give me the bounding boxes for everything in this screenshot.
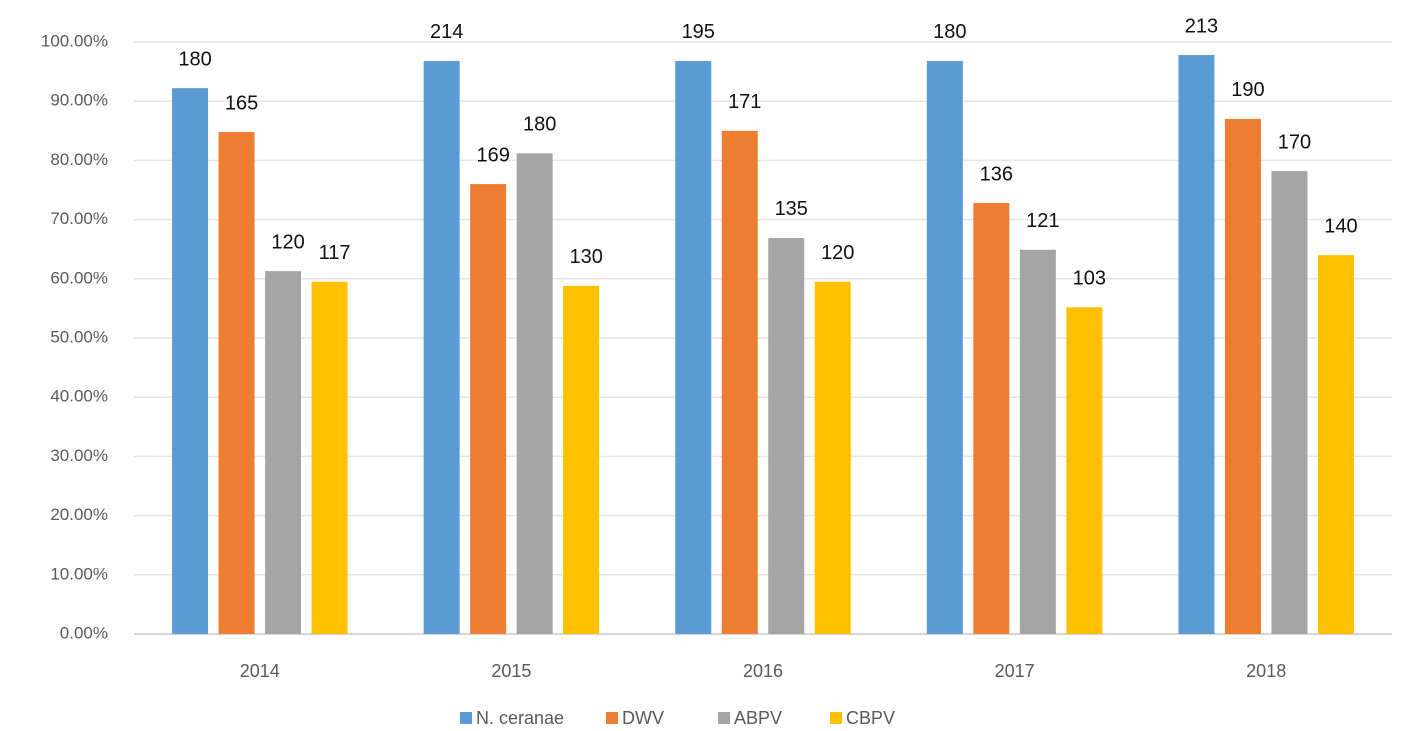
bar [768, 237, 805, 634]
data-label: 103 [1073, 267, 1106, 289]
data-label: 180 [933, 21, 966, 43]
legend-swatch [606, 712, 618, 724]
bar [973, 203, 1010, 635]
bar [265, 271, 302, 634]
y-tick-label: 90.00% [50, 91, 108, 110]
x-tick-label: 2014 [240, 661, 280, 681]
bar [563, 285, 600, 634]
y-tick-label: 80.00% [50, 150, 108, 169]
bar [1019, 249, 1056, 635]
data-label: 195 [682, 21, 715, 43]
data-label: 170 [1278, 131, 1311, 153]
bar [423, 60, 460, 635]
data-label: 135 [775, 198, 808, 220]
bar [926, 60, 963, 635]
data-label: 120 [271, 231, 304, 253]
y-tick-label: 0.00% [60, 623, 108, 642]
data-label: 171 [728, 91, 761, 113]
y-tick-label: 10.00% [50, 564, 108, 583]
data-label: 136 [980, 163, 1013, 185]
legend-label: N. ceranae [476, 708, 564, 728]
legend-label: ABPV [734, 708, 782, 728]
bar [1066, 307, 1103, 634]
bar [1317, 255, 1354, 634]
data-label: 169 [476, 144, 509, 166]
bar [1178, 55, 1215, 635]
data-label: 190 [1231, 79, 1264, 101]
data-label: 213 [1185, 15, 1218, 37]
data-label: 120 [821, 242, 854, 264]
bar [470, 184, 507, 634]
data-label: 140 [1324, 215, 1357, 237]
data-label: 117 [319, 242, 351, 264]
y-tick-label: 60.00% [50, 268, 108, 287]
data-label: 121 [1026, 210, 1059, 232]
x-tick-label: 2017 [995, 661, 1035, 681]
data-label: 180 [523, 114, 556, 136]
bar [1271, 171, 1308, 634]
y-tick-label: 30.00% [50, 446, 108, 465]
x-tick-label: 2018 [1246, 661, 1286, 681]
bar [218, 131, 255, 634]
y-tick-label: 40.00% [50, 387, 108, 406]
y-tick-label: 70.00% [50, 209, 108, 228]
bar [814, 281, 851, 634]
data-label: 165 [225, 92, 258, 114]
bar [311, 281, 348, 634]
bar [675, 60, 712, 635]
bar [721, 130, 758, 635]
legend-label: CBPV [846, 708, 895, 728]
bar [172, 88, 209, 634]
x-tick-label: 2015 [491, 661, 531, 681]
y-tick-label: 100.00% [41, 31, 108, 50]
legend-swatch [460, 712, 472, 724]
data-label: 214 [430, 21, 463, 43]
legend-swatch [718, 712, 730, 724]
data-label: 130 [569, 246, 602, 268]
legend-label: DWV [622, 708, 664, 728]
data-label: 180 [178, 48, 211, 70]
legend-swatch [830, 712, 842, 724]
bar [516, 153, 553, 634]
bar [1224, 118, 1261, 634]
y-tick-label: 50.00% [50, 327, 108, 346]
x-tick-label: 2016 [743, 661, 783, 681]
y-tick-label: 20.00% [50, 505, 108, 524]
